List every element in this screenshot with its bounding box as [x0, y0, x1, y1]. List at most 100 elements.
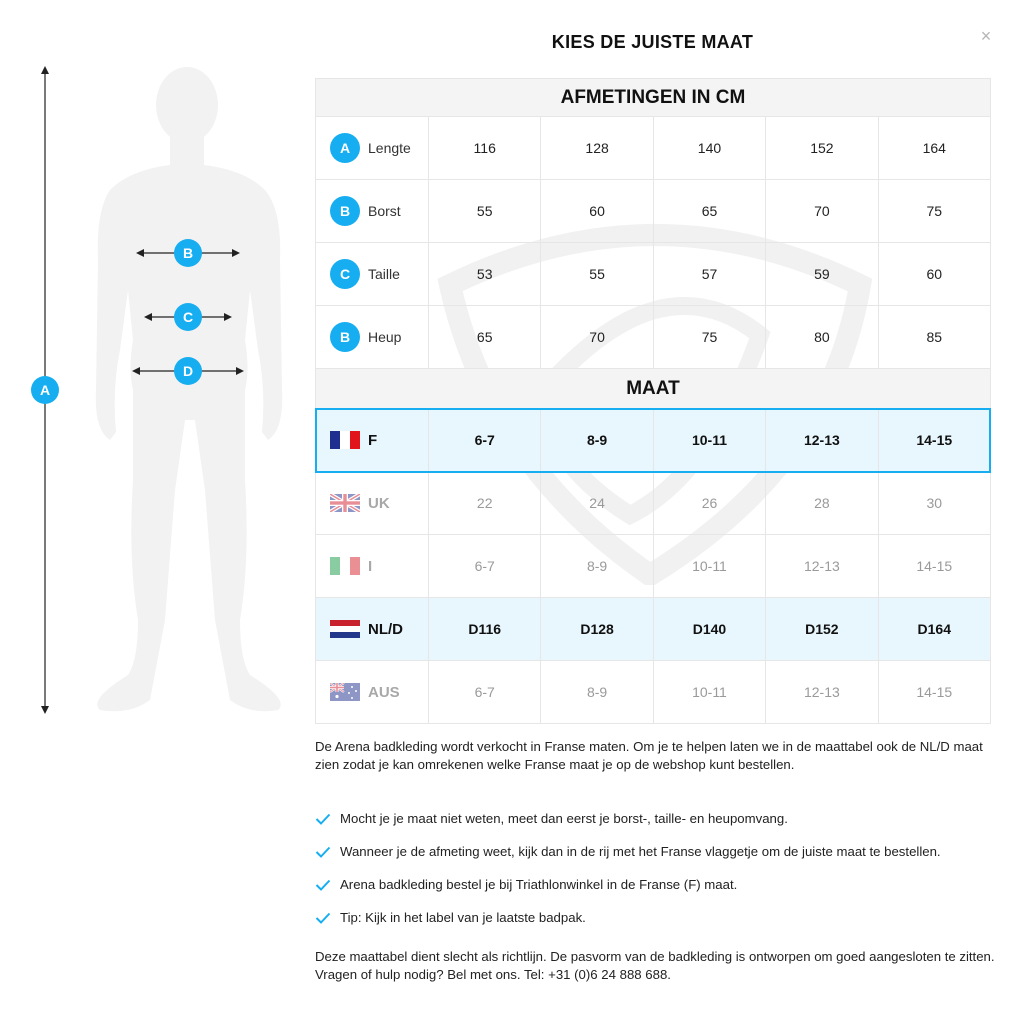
table-cell: 70 — [540, 305, 654, 369]
table-cell: 24 — [540, 471, 654, 535]
intro-text: De Arena badkleding wordt verkocht in Fr… — [315, 739, 983, 772]
table-cell: 85 — [877, 305, 991, 369]
table-cell: 60 — [540, 179, 654, 243]
table-cell: 30 — [877, 471, 991, 535]
body-figure: A B C D — [0, 60, 300, 720]
badge-a-icon: A — [330, 133, 360, 163]
table-cell: 8-9 — [540, 408, 654, 472]
table-cell: 152 — [765, 116, 879, 180]
table-cell: 116 — [427, 116, 542, 180]
uk-flag-icon — [330, 494, 360, 512]
table-cell: 22 — [427, 471, 542, 535]
table-cell: D152 — [765, 597, 879, 661]
sizes-heading: MAAT — [315, 368, 991, 409]
tip-text: Mocht je je maat niet weten, meet dan ee… — [340, 811, 788, 826]
measurement-label: Lengte — [368, 140, 411, 156]
checkmark-icon — [315, 879, 331, 891]
table-cell: 57 — [652, 242, 767, 306]
table-cell: 140 — [652, 116, 767, 180]
table-cell: D140 — [652, 597, 767, 661]
table-cell: 75 — [652, 305, 767, 369]
country-code: I — [368, 557, 373, 575]
table-cell: 164 — [877, 116, 991, 180]
table-cell: 70 — [765, 179, 879, 243]
measurement-row-taille: C Taille 53 55 57 59 60 — [315, 242, 991, 306]
table-cell: D128 — [540, 597, 654, 661]
checkmark-icon — [315, 912, 331, 924]
table-cell: 14-15 — [877, 660, 991, 724]
list-item: Wanneer je de afmeting weet, kijk dan in… — [315, 835, 995, 868]
measurement-row-borst: B Borst 55 60 65 70 75 — [315, 179, 991, 243]
badge-c-icon: C — [330, 259, 360, 289]
tips-list: Mocht je je maat niet weten, meet dan ee… — [315, 802, 995, 934]
size-row-netherlands: NL/D D116 D128 D140 D152 D164 — [315, 597, 991, 661]
modal-title: KIES DE JUISTE MAAT — [551, 32, 754, 52]
tip-text: Arena badkleding bestel je bij Triathlon… — [340, 877, 738, 892]
list-item: Mocht je je maat niet weten, meet dan ee… — [315, 802, 995, 835]
australia-flag-icon — [330, 683, 360, 701]
country-code: UK — [368, 494, 390, 512]
table-cell: 10-11 — [652, 408, 767, 472]
checkmark-icon — [315, 813, 331, 825]
footer-text: Deze maattabel dient slecht als richtlij… — [315, 949, 995, 982]
badge-b-icon: B — [330, 196, 360, 226]
table-cell: 26 — [652, 471, 767, 535]
table-cell: 59 — [765, 242, 879, 306]
table-cell: 12-13 — [765, 408, 879, 472]
measurement-row-lengte: A Lengte 116 128 140 152 164 — [315, 116, 991, 180]
italy-flag-icon — [330, 557, 360, 575]
table-cell: 128 — [540, 116, 654, 180]
table-cell: 14-15 — [877, 408, 991, 472]
badge-b: B — [174, 239, 202, 267]
body-silhouette — [41, 66, 283, 714]
table-cell: 60 — [877, 242, 991, 306]
measurement-label: Taille — [368, 266, 400, 282]
table-cell: 12-13 — [765, 660, 879, 724]
size-row-uk: UK 22 24 26 28 30 — [315, 471, 991, 535]
measurement-label: Heup — [368, 329, 402, 345]
table-cell: 6-7 — [427, 660, 542, 724]
tip-text: Tip: Kijk in het label van je laatste ba… — [340, 910, 586, 925]
size-table: AFMETINGEN IN CM A Lengte 116 128 140 152… — [314, 78, 992, 724]
table-cell: 28 — [765, 471, 879, 535]
close-icon[interactable]: × — [980, 26, 992, 46]
checkmark-icon — [315, 846, 331, 858]
table-cell: 8-9 — [540, 534, 654, 598]
table-cell: D116 — [427, 597, 542, 661]
country-code: F — [368, 431, 378, 449]
list-item: Arena badkleding bestel je bij Triathlon… — [315, 868, 995, 901]
table-cell: 6-7 — [427, 408, 542, 472]
table-cell: 8-9 — [540, 660, 654, 724]
table-cell: 6-7 — [427, 534, 542, 598]
table-cell: 10-11 — [652, 534, 767, 598]
size-row-france: F 6-7 8-9 10-11 12-13 14-15 — [314, 407, 992, 473]
measurement-label: Borst — [368, 203, 401, 219]
table-cell: 75 — [877, 179, 991, 243]
size-row-australia: AUS 6-7 8-9 10-11 12-13 14-15 — [315, 660, 991, 724]
badge-c: C — [174, 303, 202, 331]
table-cell: 80 — [765, 305, 879, 369]
measurements-heading-row: AFMETINGEN IN CM — [315, 78, 991, 117]
table-cell: 53 — [427, 242, 542, 306]
country-code: AUS — [368, 683, 400, 701]
country-code: NL/D — [368, 620, 403, 638]
table-cell: 10-11 — [652, 660, 767, 724]
table-cell: 55 — [540, 242, 654, 306]
measurement-row-heup: B Heup 65 70 75 80 85 — [315, 305, 991, 369]
size-row-italy: I 6-7 8-9 10-11 12-13 14-15 — [315, 534, 991, 598]
sizes-heading-row: MAAT — [315, 368, 991, 409]
table-cell: 65 — [652, 179, 767, 243]
badge-d: D — [174, 357, 202, 385]
badge-a: A — [31, 376, 59, 404]
list-item: Tip: Kijk in het label van je laatste ba… — [315, 901, 995, 934]
table-cell: 14-15 — [877, 534, 991, 598]
table-cell: 65 — [427, 305, 542, 369]
netherlands-flag-icon — [330, 620, 360, 638]
tip-text: Wanneer je de afmeting weet, kijk dan in… — [340, 844, 941, 859]
badge-b-icon: B — [330, 322, 360, 352]
france-flag-icon — [330, 431, 360, 449]
table-cell: D164 — [877, 597, 991, 661]
table-cell: 55 — [427, 179, 542, 243]
table-cell: 12-13 — [765, 534, 879, 598]
measurements-heading: AFMETINGEN IN CM — [315, 78, 991, 117]
